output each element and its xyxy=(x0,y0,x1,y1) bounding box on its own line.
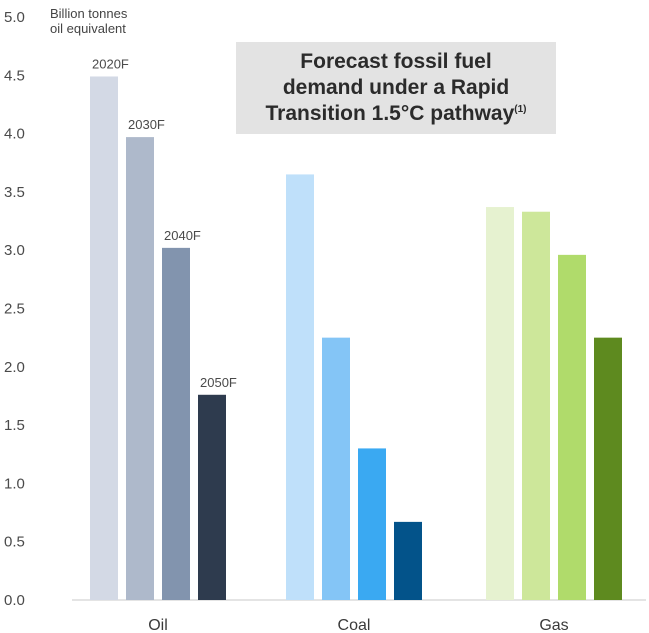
bar-coal-2040f xyxy=(358,448,386,600)
y-tick-label: 4.5 xyxy=(4,67,25,84)
bar-coal-2050f xyxy=(394,521,422,600)
y-tick-label: 2.5 xyxy=(4,301,25,318)
x-category-label-gas: Gas xyxy=(539,617,568,633)
series-label-2020f: 2020F xyxy=(92,56,129,71)
y-tick-label: 0.0 xyxy=(4,592,25,609)
y-tick-label: 3.5 xyxy=(4,184,25,201)
y-tick-label: 5.0 xyxy=(4,9,25,26)
bar-oil-2030f xyxy=(126,137,154,600)
chart-title-box: Forecast fossil fuel demand under a Rapi… xyxy=(236,42,556,134)
y-tick-label: 0.5 xyxy=(4,534,25,551)
series-label-2040f: 2040F xyxy=(164,228,201,243)
x-category-label-coal: Coal xyxy=(338,617,371,633)
bar-coal-2030f xyxy=(322,337,350,600)
chart-title: Forecast fossil fuel demand under a Rapi… xyxy=(265,49,526,127)
bar-oil-2020f xyxy=(90,76,118,600)
y-axis-unit-line-1: Billion tonnes xyxy=(50,6,128,21)
chart-title-line-3: Transition 1.5°C pathway xyxy=(265,102,515,125)
series-label-2030f: 2030F xyxy=(128,117,165,132)
chart-title-footnote: (1) xyxy=(514,104,527,115)
bar-gas-2020f xyxy=(486,207,514,601)
y-tick-label: 3.0 xyxy=(4,242,25,259)
bar-oil-2050f xyxy=(198,394,226,600)
y-tick-label: 1.0 xyxy=(4,475,25,492)
chart-title-line-2: demand under a Rapid xyxy=(282,76,510,99)
bar-oil-2040f xyxy=(162,247,190,601)
y-tick-label: 1.5 xyxy=(4,417,25,434)
bar-coal-2020f xyxy=(286,174,314,600)
bar-gas-2050f xyxy=(594,337,622,600)
y-tick-label: 2.0 xyxy=(4,359,25,376)
x-category-label-oil: Oil xyxy=(148,617,168,633)
y-axis-unit-line-2: oil equivalent xyxy=(50,21,126,36)
y-axis-unit-label: Billion tonnes oil equivalent xyxy=(50,6,127,36)
bar-gas-2040f xyxy=(558,254,586,600)
y-tick-label: 4.0 xyxy=(4,126,25,143)
bar-gas-2030f xyxy=(522,211,550,601)
chart-title-line-1: Forecast fossil fuel xyxy=(300,50,492,73)
series-label-2050f: 2050F xyxy=(200,375,237,390)
